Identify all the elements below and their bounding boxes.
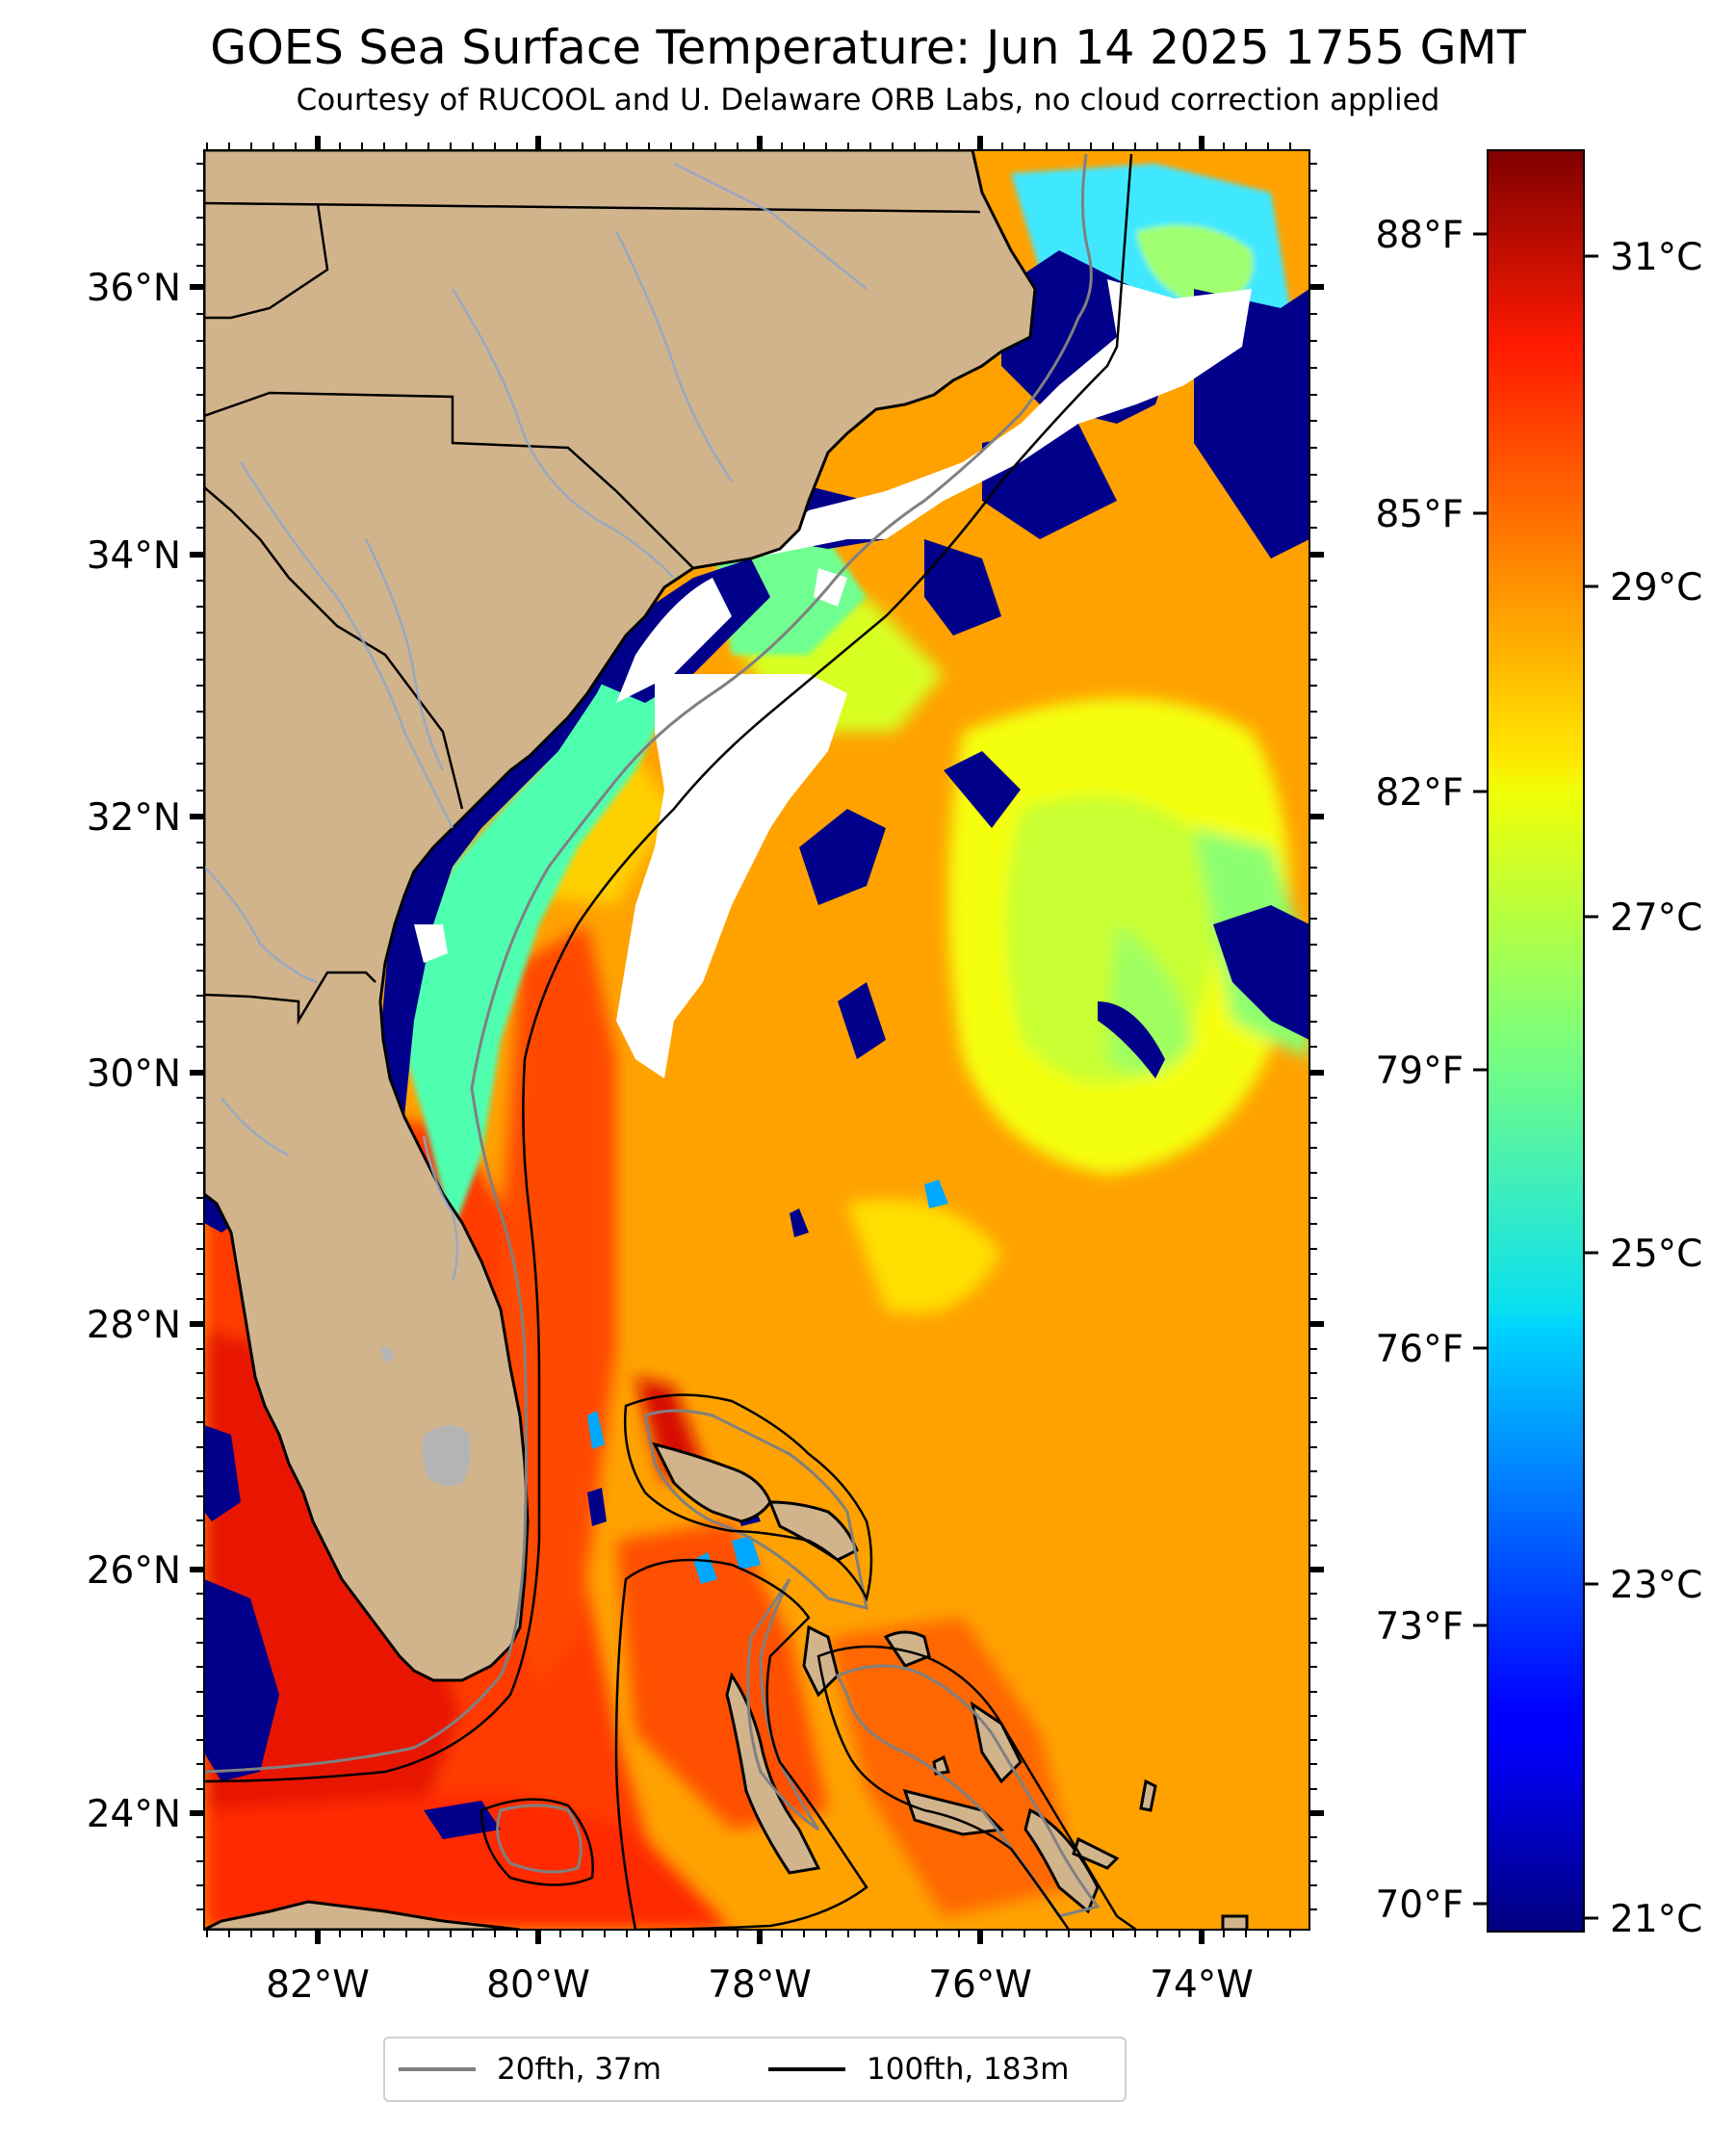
sst-map	[204, 150, 1309, 1930]
f-label-73: 73°F	[1375, 1605, 1464, 1649]
legend-label-100fth: 100fth, 183m	[867, 2052, 1070, 2087]
isobath-20fth	[204, 153, 1101, 1918]
c-label-31: 31°C	[1610, 236, 1702, 279]
figure-title: GOES Sea Surface Temperature: Jun 14 202…	[210, 20, 1526, 75]
isobath-100fth	[204, 153, 1139, 1930]
lat-label-28n: 28°N	[87, 1304, 181, 1347]
cool-eddy-layer	[520, 597, 1309, 1313]
lon-labels: 82°W 80°W 78°W 76°W 74°W	[266, 1963, 1254, 2007]
fahrenheit-labels: 88°F 85°F 82°F 79°F 76°F 73°F 70°F	[1375, 214, 1464, 1927]
lake-okeechobee	[422, 1425, 471, 1487]
c-label-29: 29°C	[1610, 566, 1702, 610]
celsius-ticks	[1584, 254, 1598, 1920]
us-land	[204, 150, 1037, 1682]
inland-lake	[380, 1346, 395, 1363]
state-borders	[204, 201, 981, 1026]
c-label-21: 21°C	[1610, 1898, 1702, 1941]
lon-ticks	[206, 136, 1291, 1944]
legend-item-20fth: 20fth, 37m	[399, 2052, 661, 2087]
isobath-legend: 20fth, 37m 100fth, 183m	[383, 2037, 1127, 2102]
c-label-27: 27°C	[1610, 896, 1702, 940]
lat-label-36n: 36°N	[87, 267, 181, 310]
lon-label-78w: 78°W	[708, 1963, 812, 2007]
lat-label-30n: 30°N	[87, 1052, 181, 1096]
c-label-23: 23°C	[1610, 1564, 1702, 1607]
colorbar	[1487, 149, 1585, 1933]
figure-subtitle: Courtesy of RUCOOL and U. Delaware ORB L…	[296, 83, 1440, 117]
lat-label-34n: 34°N	[87, 534, 181, 578]
celsius-labels: 31°C 29°C 27°C 25°C 23°C 21°C	[1610, 236, 1702, 1941]
lat-label-32n: 32°N	[87, 796, 181, 840]
lon-label-82w: 82°W	[266, 1963, 370, 2007]
lat-labels: 36°N 34°N 32°N 30°N 28°N 26°N 24°N	[87, 267, 181, 1836]
bottom-land	[204, 1900, 521, 1930]
f-label-82: 82°F	[1375, 771, 1464, 815]
lat-ticks	[190, 163, 1324, 1910]
legend-line-gray	[399, 2067, 476, 2071]
legend-label-20fth: 20fth, 37m	[497, 2052, 661, 2087]
legend-line-black	[768, 2067, 845, 2071]
lat-label-26n: 26°N	[87, 1549, 181, 1593]
cloud-white-areas	[414, 279, 1252, 1078]
fahrenheit-ticks	[1473, 232, 1488, 1906]
lon-label-80w: 80°W	[486, 1963, 590, 2007]
lon-label-74w: 74°W	[1150, 1963, 1254, 2007]
f-label-79: 79°F	[1375, 1050, 1464, 1093]
f-label-88: 88°F	[1375, 214, 1464, 257]
legend-item-100fth: 100fth, 183m	[768, 2052, 1069, 2087]
c-label-25: 25°C	[1610, 1233, 1702, 1276]
f-label-85: 85°F	[1375, 493, 1464, 536]
lon-label-76w: 76°W	[928, 1963, 1032, 2007]
rivers	[204, 162, 868, 1282]
f-label-76: 76°F	[1375, 1328, 1464, 1371]
f-label-70: 70°F	[1375, 1883, 1464, 1927]
lat-label-24n: 24°N	[87, 1793, 181, 1836]
